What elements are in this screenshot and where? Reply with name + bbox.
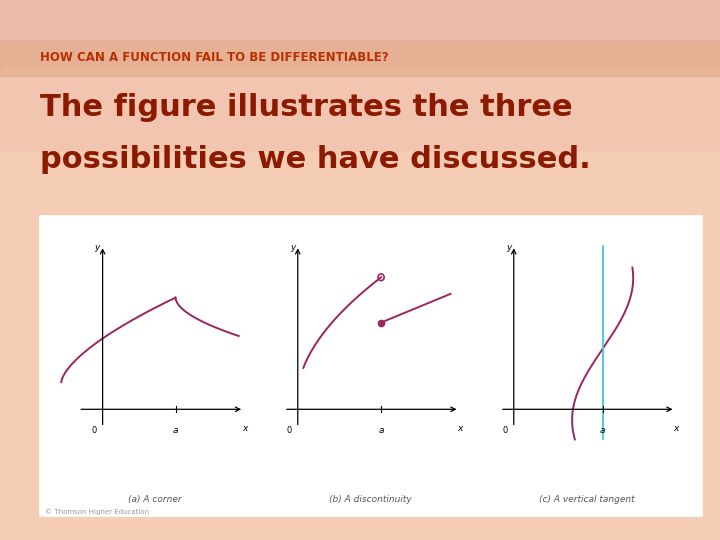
Text: HOW CAN A FUNCTION FAIL TO BE DIFFERENTIABLE?: HOW CAN A FUNCTION FAIL TO BE DIFFERENTI… — [40, 51, 388, 64]
Text: y: y — [94, 243, 99, 252]
Text: possibilities we have discussed.: possibilities we have discussed. — [40, 145, 590, 174]
Bar — [40, 216, 702, 516]
Text: a: a — [600, 426, 606, 435]
Text: © Thomson Higher Education: © Thomson Higher Education — [45, 509, 150, 515]
Text: 0: 0 — [503, 426, 508, 435]
Text: x: x — [457, 424, 463, 433]
Text: (a) A corner: (a) A corner — [128, 495, 181, 504]
Text: a: a — [173, 426, 179, 435]
Text: 0: 0 — [91, 426, 96, 435]
Text: The figure illustrates the three: The figure illustrates the three — [40, 93, 572, 123]
Text: y: y — [507, 243, 512, 252]
Text: y: y — [291, 243, 296, 252]
Text: 0: 0 — [287, 426, 292, 435]
Bar — [0, 0, 720, 151]
Text: a: a — [378, 426, 384, 435]
Bar — [0, 0, 720, 65]
Text: (c) A vertical tangent: (c) A vertical tangent — [539, 495, 634, 504]
Text: x: x — [673, 424, 679, 433]
Bar — [0, 40, 720, 76]
Text: (b) A discontinuity: (b) A discontinuity — [330, 495, 412, 504]
Text: x: x — [242, 424, 247, 433]
